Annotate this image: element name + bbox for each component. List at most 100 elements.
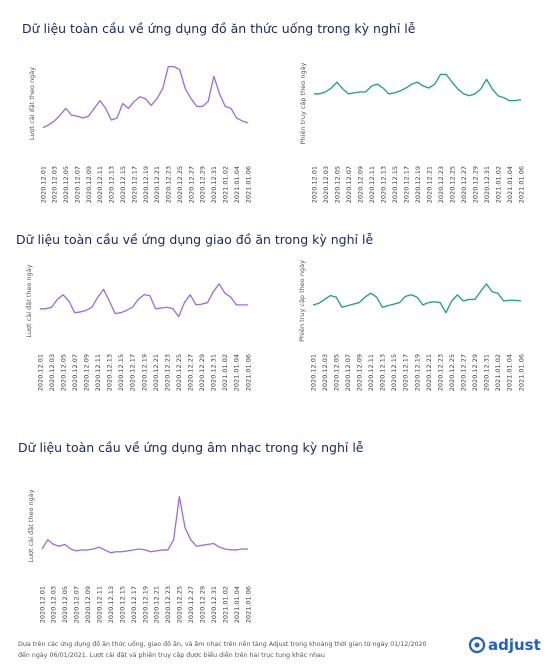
x-tick-label: 2020.12.15 [119, 166, 127, 203]
logo-icon [474, 642, 480, 648]
chart: Phiên truy cập theo ngày 2020.12.01 2020.1… [299, 62, 525, 203]
x-tick-label: 2020.12.25 [175, 354, 183, 391]
x-tick-label: 2020.12.17 [402, 354, 410, 391]
x-tick-label: 2021.01.04 [233, 354, 241, 391]
x-tick-label: 2020.12.05 [61, 586, 69, 623]
x-tick-label: 2020.12.21 [153, 166, 161, 203]
x-tick-label: 2020.12.13 [108, 166, 116, 203]
x-tick-label: 2021.01.02 [222, 166, 230, 203]
x-tick-label: 2020.12.07 [71, 354, 79, 391]
x-tick-label: 2020.12.17 [402, 166, 410, 203]
x-tick-label: 2020.12.11 [96, 166, 104, 203]
x-tick-label: 2020.12.03 [321, 354, 329, 391]
x-tick-label: 2020.12.13 [379, 354, 387, 391]
x-tick-label: 2020.12.03 [48, 354, 56, 391]
x-tick-label: 2020.12.09 [83, 354, 91, 391]
x-tick-label: 2020.12.17 [130, 166, 138, 203]
x-tick-label: 2020.12.05 [332, 354, 340, 391]
x-tick-label: 2020.12.11 [368, 166, 376, 203]
x-tick-label: 2020.12.31 [210, 354, 218, 391]
logo-icon [468, 636, 486, 654]
x-tick-label: 2020.12.01 [36, 354, 44, 391]
chart: Phiên truy cập theo ngày 2020.12.01 2020.1… [298, 260, 525, 391]
x-tick-label: 2020.12.03 [322, 166, 330, 203]
x-tick-label: 2020.12.11 [94, 354, 102, 391]
x-tick-label: 2020.12.01 [39, 166, 47, 203]
x-tick-label: 2020.12.23 [163, 354, 171, 391]
x-tick-label: 2020.12.21 [425, 354, 433, 391]
x-tick-label: 2021.01.06 [244, 166, 252, 203]
x-tick-label: 2020.12.05 [59, 354, 67, 391]
x-tick-label: 2020.12.03 [50, 586, 58, 623]
x-tick-label: 2020.12.01 [38, 586, 46, 623]
x-tick-label: 2021.01.06 [244, 354, 252, 391]
y-axis-label: Phiên truy cập theo ngày [298, 260, 306, 342]
x-tick-label: 2021.01.02 [221, 354, 229, 391]
x-tick-label: 2020.12.27 [187, 354, 195, 391]
footer-text: Dựa trên các ứng dụng đồ ăn thức uống, g… [18, 640, 426, 648]
y-axis-label: Lượt cài đặt theo ngày [27, 489, 35, 562]
y-axis-label: Phiên truy cập theo ngày [299, 62, 307, 144]
x-tick-label: 2021.01.02 [221, 586, 229, 623]
x-tick-label: 2020.12.29 [199, 586, 207, 623]
x-tick-label: 2020.12.05 [333, 166, 341, 203]
x-tick-label: 2020.12.03 [51, 166, 59, 203]
x-tick-label: 2020.12.31 [210, 166, 218, 203]
section-title: Dữ liệu toàn cầu về ứng dụng đồ ăn thức … [22, 21, 416, 36]
x-tick-label: 2020.12.17 [129, 354, 137, 391]
line-series [40, 283, 248, 318]
x-tick-label: 2020.12.29 [471, 166, 479, 203]
chart: Lượt cài đặt theo ngày 2020.12.01 2020.12.… [28, 65, 252, 203]
x-tick-label: 2020.12.07 [345, 166, 353, 203]
chart: Lượt cài đặt theo ngày 2020.12.01 2020.12.… [27, 489, 252, 623]
footer-text: đến ngày 06/01/2021. Lượt cài đặt và phi… [18, 650, 325, 659]
x-tick-label: 2020.12.13 [107, 586, 115, 623]
x-tick-label: 2020.12.25 [176, 586, 184, 623]
x-tick-label: 2020.12.25 [448, 166, 456, 203]
x-tick-label: 2020.12.21 [152, 354, 160, 391]
x-tick-label: 2021.01.04 [506, 354, 514, 391]
x-tick-label: 2020.12.31 [483, 354, 491, 391]
x-tick-label: 2020.12.07 [73, 166, 81, 203]
section-title: Dữ liệu toàn cầu về ứng dụng âm nhạc tro… [18, 440, 364, 455]
line-series [42, 65, 249, 129]
x-tick-label: 2020.12.29 [198, 354, 206, 391]
y-axis-label: Lượt cài đặt theo ngày [25, 264, 33, 337]
x-tick-label: 2020.12.25 [448, 354, 456, 391]
x-tick-label: 2021.01.04 [233, 586, 241, 623]
x-tick-label: 2020.12.01 [310, 166, 318, 203]
x-tick-label: 2020.12.27 [187, 586, 195, 623]
x-tick-label: 2020.12.21 [425, 166, 433, 203]
x-tick-label: 2020.12.11 [367, 354, 375, 391]
x-tick-label: 2020.12.23 [436, 354, 444, 391]
x-tick-label: 2021.01.02 [494, 354, 502, 391]
x-tick-label: 2020.12.27 [460, 166, 468, 203]
x-tick-label: 2020.12.07 [344, 354, 352, 391]
x-tick-label: 2020.12.11 [96, 586, 104, 623]
x-tick-label: 2021.01.06 [517, 354, 525, 391]
x-tick-label: 2021.01.06 [517, 166, 525, 203]
x-tick-label: 2020.12.19 [140, 354, 148, 391]
x-tick-label: 2021.01.06 [244, 586, 252, 623]
line-series [312, 283, 522, 314]
x-tick-label: 2020.12.19 [413, 354, 421, 391]
x-tick-label: 2020.12.01 [309, 354, 317, 391]
x-tick-label: 2020.12.27 [460, 354, 468, 391]
x-tick-label: 2020.12.29 [199, 166, 207, 203]
x-tick-label: 2020.12.29 [471, 354, 479, 391]
x-tick-label: 2020.12.23 [164, 586, 172, 623]
x-tick-label: 2021.01.04 [233, 166, 241, 203]
x-tick-label: 2020.12.19 [141, 586, 149, 623]
section-title: Dữ liệu toàn cầu về ứng dụng giao đồ ăn … [16, 232, 373, 247]
x-tick-label: 2020.12.09 [85, 166, 93, 203]
x-tick-label: 2020.12.13 [106, 354, 114, 391]
x-tick-label: 2020.12.21 [153, 586, 161, 623]
y-axis-label: Lượt cài đặt theo ngày [28, 67, 36, 140]
x-tick-label: 2020.12.23 [165, 166, 173, 203]
x-tick-label: 2020.12.19 [414, 166, 422, 203]
x-tick-label: 2020.12.15 [391, 166, 399, 203]
logo-text: adjust [488, 636, 541, 654]
x-tick-label: 2020.12.09 [356, 166, 364, 203]
